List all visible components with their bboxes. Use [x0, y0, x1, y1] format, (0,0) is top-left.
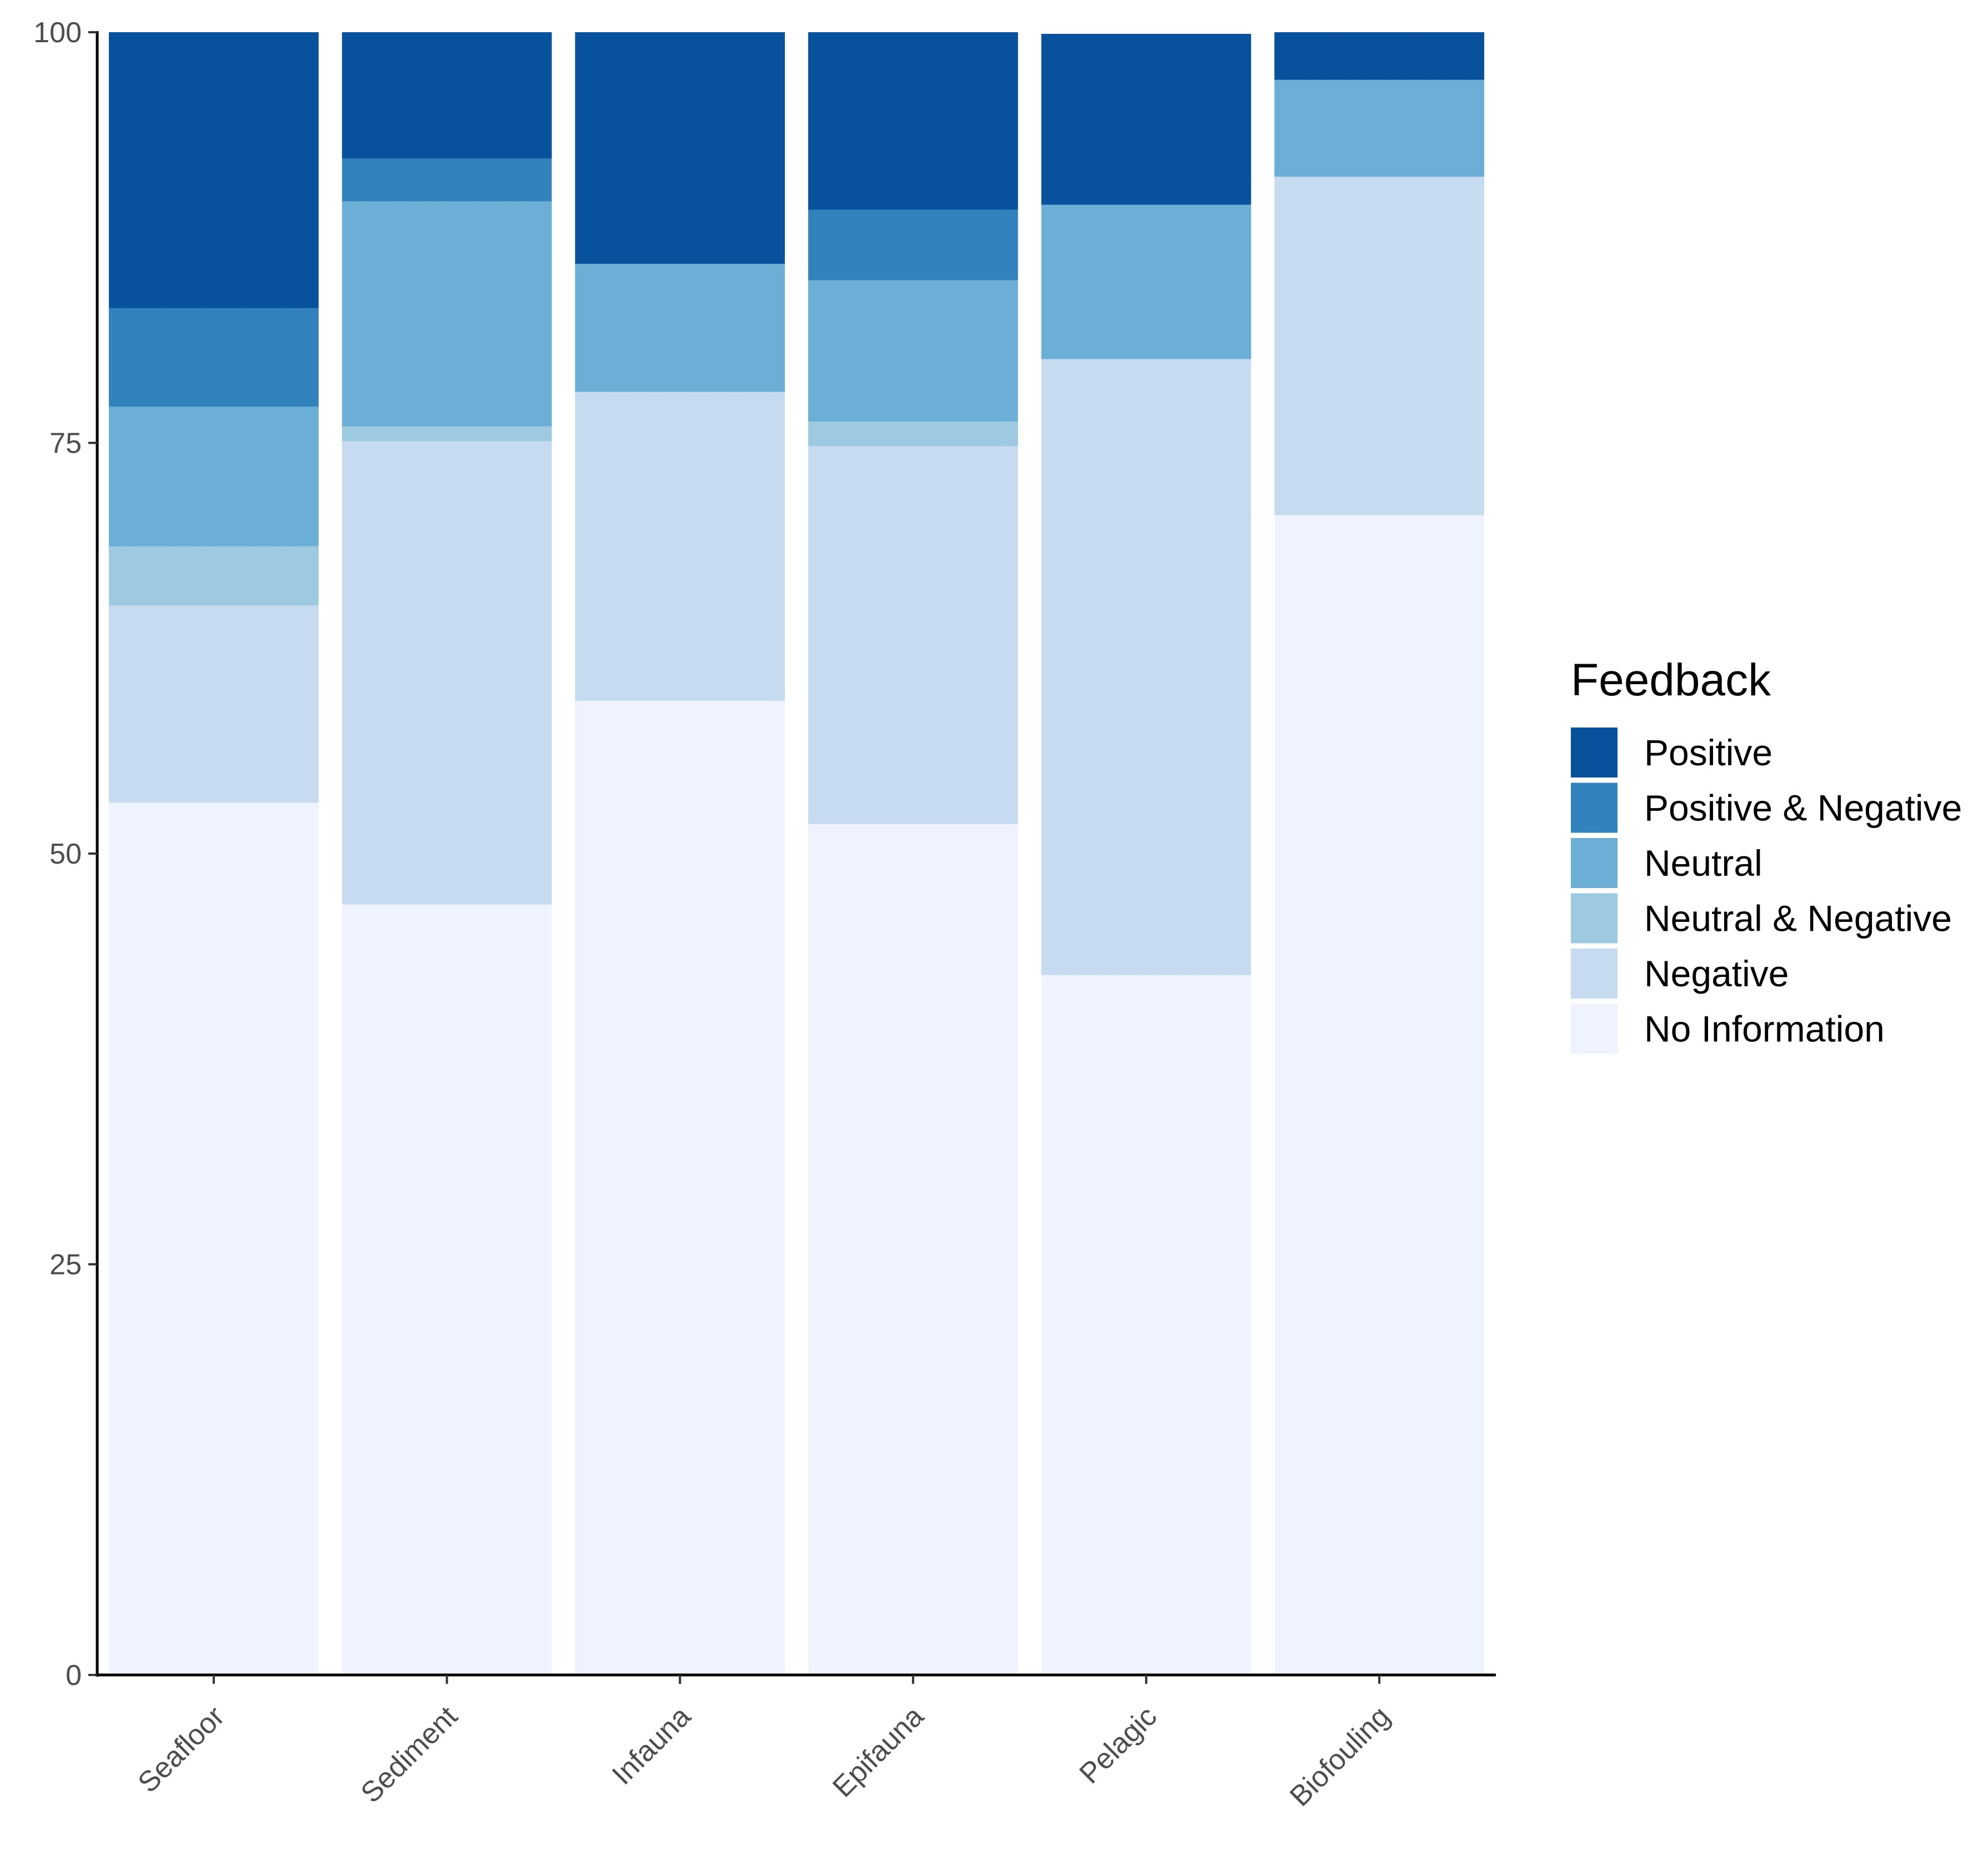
y-tick-label: 0 [66, 1659, 82, 1692]
bar-seafloor-negative [108, 605, 319, 803]
x-tick-label: Epifauna [827, 1700, 930, 1803]
bars-layer [108, 32, 1485, 1676]
bar-biofouling-negative [1274, 177, 1485, 515]
legend-label: Positive & Negative [1644, 787, 1962, 829]
bar-infauna-negative [575, 392, 785, 701]
bar-epifauna-no-information [808, 824, 1018, 1675]
bar-biofouling-no-information [1274, 515, 1485, 1676]
legend-key-positive-negative [1571, 782, 1618, 833]
legend-key-neutral-negative [1571, 893, 1618, 944]
legend-key-neutral [1571, 838, 1618, 888]
y-tick-label: 75 [49, 428, 82, 460]
bar-epifauna-positive [808, 32, 1018, 210]
bar-pelagic-no-information [1041, 975, 1251, 1675]
legend-key-positive [1571, 728, 1618, 777]
bar-sediment-no-information [342, 904, 552, 1675]
bar-infauna-positive [575, 32, 785, 264]
bar-epifauna-neutral-negative [808, 422, 1018, 447]
legend-key-negative [1571, 949, 1618, 999]
x-tick-label: Biofouling [1284, 1700, 1396, 1813]
bar-infauna-neutral [575, 264, 785, 392]
y-tick-label: 50 [49, 838, 82, 870]
bar-infauna-no-information [575, 700, 785, 1675]
x-tick-label: Sediment [355, 1700, 464, 1809]
bar-biofouling-positive [1274, 32, 1485, 80]
bar-sediment-positive [342, 32, 552, 159]
legend-label: Negative [1644, 953, 1789, 994]
bar-sediment-positive-negative [342, 158, 552, 202]
legend-label: Neutral [1644, 842, 1762, 884]
bar-sediment-neutral [342, 201, 552, 427]
bar-sediment-negative [342, 441, 552, 905]
y-tick-label: 100 [33, 17, 82, 49]
bar-pelagic-positive [1041, 33, 1251, 205]
bar-seafloor-neutral-negative [108, 546, 319, 606]
bar-epifauna-neutral [808, 280, 1018, 422]
bar-epifauna-positive-negative [808, 209, 1018, 280]
bar-epifauna-negative [808, 446, 1018, 824]
y-tick-label: 25 [49, 1249, 82, 1281]
legend-label: Neutral & Negative [1644, 898, 1952, 939]
legend-title: Feedback [1571, 655, 1771, 705]
x-tick-label: Infauna [606, 1700, 697, 1791]
legend-key-no-information [1571, 1004, 1618, 1054]
legend: Feedback Positive Positive & Negative Neut… [1571, 655, 1962, 1054]
bar-biofouling-neutral [1274, 79, 1485, 177]
bar-seafloor-positive-negative [108, 308, 319, 407]
bar-seafloor-no-information [108, 802, 319, 1675]
bar-pelagic-negative [1041, 359, 1251, 975]
x-tick-label: Pelagic [1073, 1700, 1163, 1790]
legend-label: No Information [1644, 1009, 1885, 1050]
bar-seafloor-neutral [108, 407, 319, 546]
bar-sediment-neutral-negative [342, 426, 552, 442]
x-tick-label: Seafloor [132, 1700, 231, 1799]
legend-label: Positive [1644, 732, 1772, 773]
bar-pelagic-neutral [1041, 204, 1251, 359]
bar-seafloor-positive [108, 32, 319, 308]
